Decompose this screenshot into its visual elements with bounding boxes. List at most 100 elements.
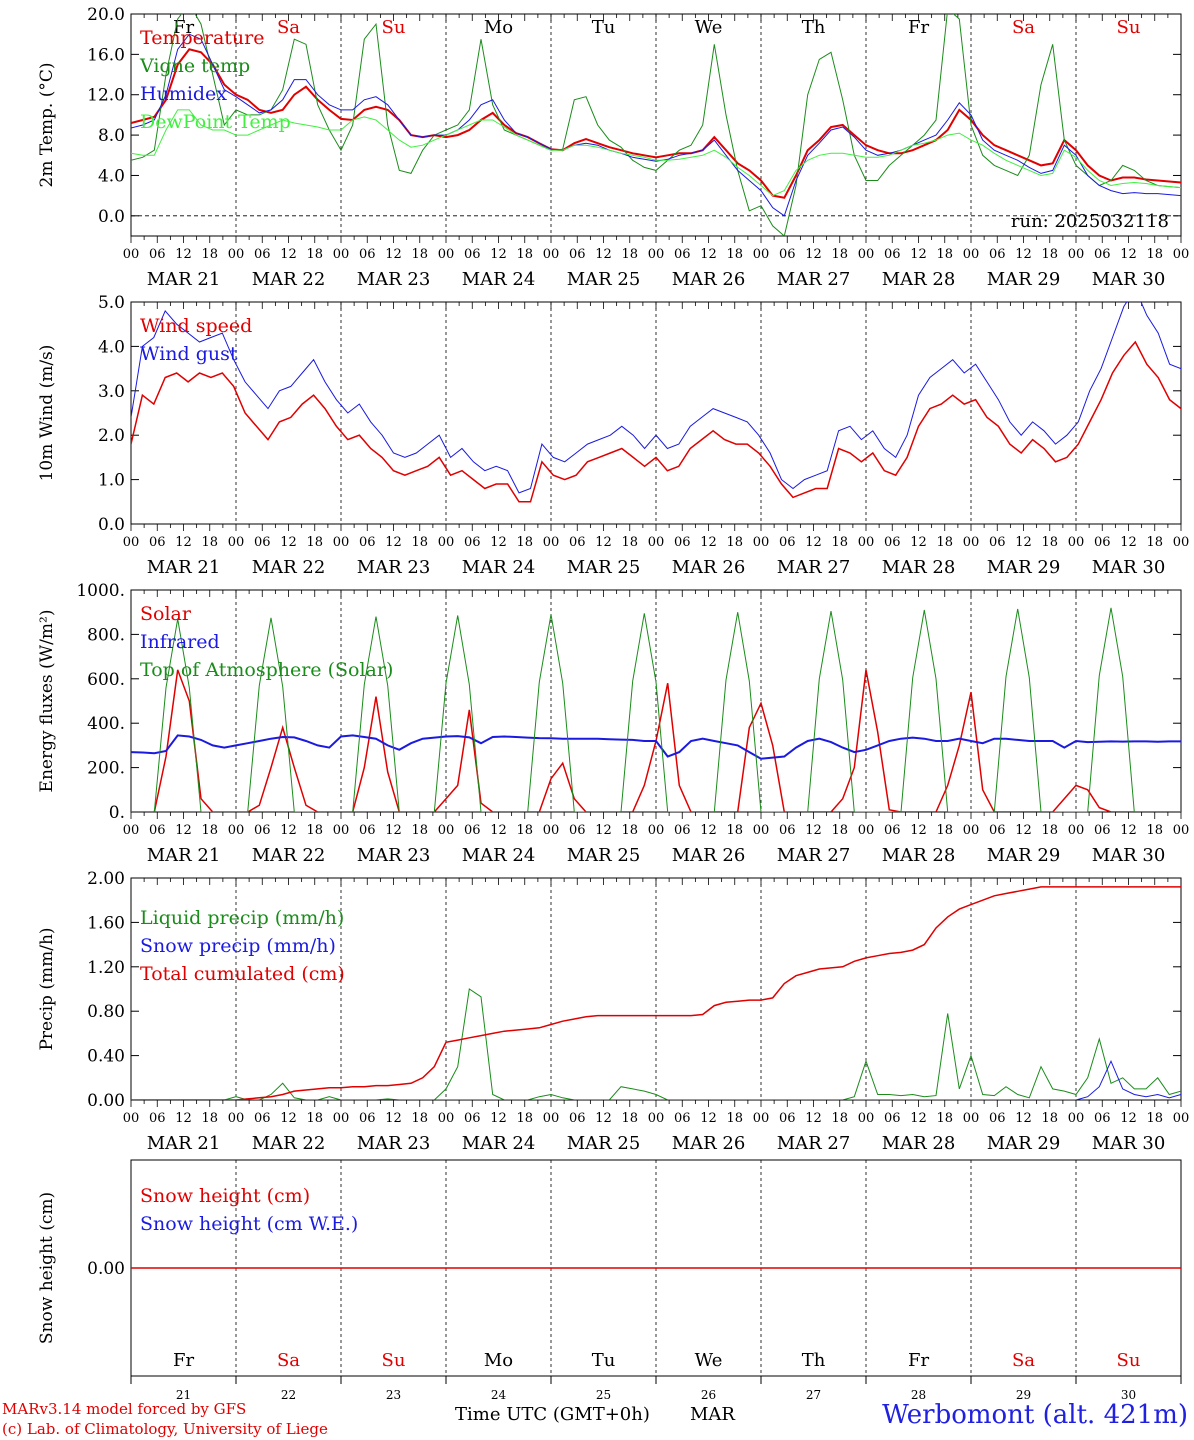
day-label: MAR 23	[357, 1133, 431, 1154]
hour-tick-label: 06	[569, 823, 586, 838]
hour-tick-label: 18	[306, 1111, 323, 1126]
series-line-liquid-precip-mm-h-	[131, 988, 1181, 1100]
y-tick-label: 3.0	[98, 382, 125, 402]
day-number-label: 30	[1121, 1388, 1136, 1402]
hour-tick-label: 00	[753, 247, 770, 262]
day-label: MAR 28	[882, 845, 956, 866]
hour-tick-label: 00	[858, 247, 875, 262]
hour-tick-label: 18	[621, 823, 638, 838]
day-label: MAR 22	[252, 269, 326, 290]
series-line-wind-speed	[131, 340, 1181, 503]
legend-entry: Wind speed	[140, 315, 252, 337]
day-label: MAR 27	[777, 269, 851, 290]
day-label: MAR 26	[672, 557, 746, 578]
y-axis-label: Energy fluxes (W/m²)	[37, 610, 57, 793]
day-label: MAR 24	[462, 557, 536, 578]
weekday-label: Th	[802, 1350, 826, 1371]
day-label: MAR 25	[567, 557, 641, 578]
lab-credit: (c) Lab. of Climatology, University of L…	[2, 1420, 328, 1438]
day-label: MAR 30	[1092, 845, 1166, 866]
y-tick-label: 8.0	[98, 126, 125, 146]
hour-tick-label: 12	[910, 247, 927, 262]
hour-tick-label: 18	[1146, 823, 1163, 838]
day-number-label: 26	[701, 1388, 716, 1402]
weekday-label: Fr	[173, 1350, 194, 1371]
hour-tick-label: 00	[1068, 823, 1085, 838]
hour-tick-label: 06	[779, 247, 796, 262]
weekday-label: Tu	[592, 17, 616, 38]
hour-tick-label: 00	[543, 247, 560, 262]
series-line-humidex	[131, 33, 1181, 217]
weekday-label: Su	[382, 17, 406, 38]
day-label: MAR 29	[987, 1133, 1061, 1154]
hour-tick-label: 00	[1068, 535, 1085, 550]
hour-tick-label: 00	[228, 823, 245, 838]
hour-tick-label: 00	[123, 247, 140, 262]
hour-tick-label: 06	[1094, 823, 1111, 838]
series-line-total-cumulated-cm-	[131, 886, 1181, 1100]
weekday-label: Sa	[277, 1350, 300, 1371]
hour-tick-label: 18	[1146, 1111, 1163, 1126]
month-label: MAR	[690, 1404, 735, 1425]
hour-tick-label: 00	[1173, 823, 1190, 838]
hour-tick-label: 00	[333, 535, 350, 550]
y-tick-label: 16.0	[87, 45, 125, 65]
series-line-top-of-atmosphere-solar-	[131, 607, 1181, 812]
y-axis-label: 10m Wind (m/s)	[37, 345, 57, 482]
series-line-temperature	[131, 48, 1181, 199]
hour-tick-label: 12	[1120, 823, 1137, 838]
hour-tick-label: 12	[1015, 1111, 1032, 1126]
hour-tick-label: 00	[1068, 247, 1085, 262]
hour-tick-label: 12	[700, 247, 717, 262]
hour-tick-label: 18	[201, 535, 218, 550]
day-label: MAR 21	[147, 845, 221, 866]
hour-tick-label: 18	[201, 247, 218, 262]
series-line-dewpoint-temp	[131, 109, 1181, 197]
hour-tick-label: 06	[989, 535, 1006, 550]
y-tick-label: 1.0	[98, 471, 125, 491]
day-label: MAR 25	[567, 845, 641, 866]
hour-tick-label: 06	[884, 823, 901, 838]
hour-tick-label: 06	[779, 823, 796, 838]
y-tick-label: 4.0	[98, 166, 125, 186]
hour-tick-label: 12	[385, 535, 402, 550]
day-label: MAR 28	[882, 1133, 956, 1154]
hour-tick-label: 12	[1120, 535, 1137, 550]
hour-tick-label: 12	[700, 535, 717, 550]
hour-tick-label: 00	[228, 247, 245, 262]
legend-entry: Vigne temp	[139, 55, 250, 77]
hour-tick-label: 06	[884, 247, 901, 262]
station-name: Werbomont (alt. 421m)	[882, 1400, 1188, 1430]
hour-tick-label: 18	[831, 535, 848, 550]
hour-tick-label: 00	[1068, 1111, 1085, 1126]
day-label: MAR 22	[252, 557, 326, 578]
hour-tick-label: 00	[123, 823, 140, 838]
hour-tick-label: 00	[963, 535, 980, 550]
weekday-label: Th	[802, 17, 826, 38]
day-label: MAR 23	[357, 557, 431, 578]
day-label: MAR 26	[672, 845, 746, 866]
day-label: MAR 30	[1092, 1133, 1166, 1154]
y-tick-label: 0.80	[87, 1002, 125, 1022]
legend-entry: Total cumulated (cm)	[140, 963, 345, 985]
y-tick-label: 600.	[87, 670, 125, 690]
hour-tick-label: 06	[464, 823, 481, 838]
day-label: MAR 29	[987, 845, 1061, 866]
day-label: MAR 29	[987, 269, 1061, 290]
legend-entry: Snow precip (mm/h)	[140, 935, 336, 957]
hour-tick-label: 12	[385, 1111, 402, 1126]
weekday-label: Sa	[1012, 1350, 1035, 1371]
hour-tick-label: 12	[700, 1111, 717, 1126]
day-number-label: 28	[911, 1388, 926, 1402]
hour-tick-label: 12	[805, 535, 822, 550]
y-tick-label: 5.0	[98, 293, 125, 313]
hour-tick-label: 18	[1041, 535, 1058, 550]
hour-tick-label: 06	[1094, 535, 1111, 550]
hour-tick-label: 06	[464, 247, 481, 262]
hour-tick-label: 00	[438, 535, 455, 550]
hour-tick-label: 00	[333, 823, 350, 838]
hour-tick-label: 06	[1094, 247, 1111, 262]
y-tick-label: 1.60	[87, 913, 125, 933]
day-label: MAR 26	[672, 1133, 746, 1154]
